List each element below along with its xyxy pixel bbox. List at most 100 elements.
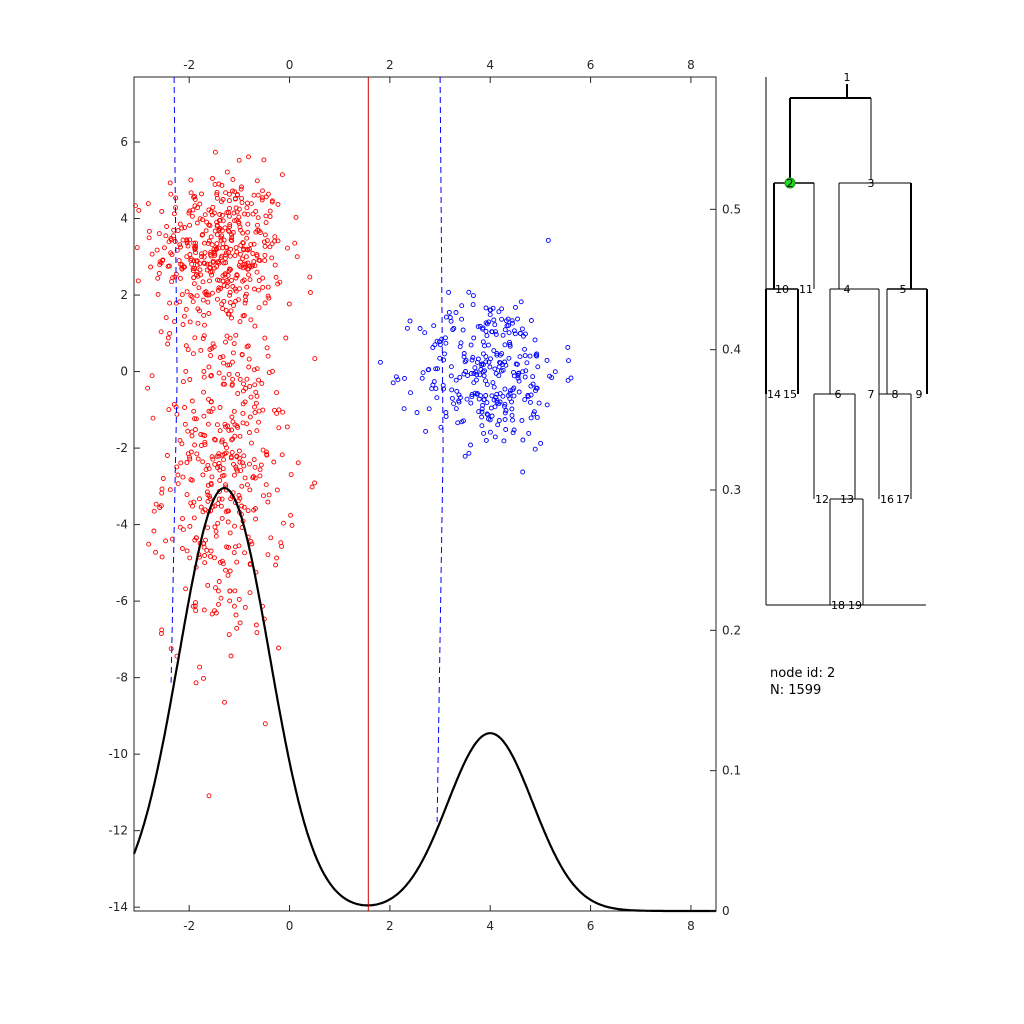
scatter-point xyxy=(510,387,516,393)
scatter-point xyxy=(200,217,205,223)
scatter-point xyxy=(565,344,571,350)
scatter-density-plot[interactable]: -2 -2 0 0 2 2 4 4 6 6 8 8 -14 -12 -10 -8 -6 -4 -2 0 2 4 6 0 0.1 0… xyxy=(108,58,741,933)
scatter-point xyxy=(220,278,226,284)
scatter-point xyxy=(212,461,218,467)
scatter-point xyxy=(204,267,210,273)
scatter-point xyxy=(136,207,142,213)
scatter-point xyxy=(267,208,273,214)
scatter-point xyxy=(293,214,299,220)
scatter-point xyxy=(167,487,173,493)
tree-node-label[interactable]: 4 xyxy=(844,283,851,296)
scatter-point xyxy=(212,251,218,257)
tree-node-label[interactable]: 2 xyxy=(787,177,794,190)
scatter-point xyxy=(223,567,228,573)
scatter-point xyxy=(197,496,202,502)
scatter-point xyxy=(215,501,221,507)
tree-node-label[interactable]: 17 xyxy=(896,493,910,506)
scatter-point xyxy=(206,238,212,244)
scatter-point xyxy=(510,430,516,436)
scatter-point xyxy=(449,395,455,401)
scatter-point xyxy=(205,462,211,468)
scatter-point xyxy=(446,289,452,295)
scatter-point xyxy=(232,253,238,258)
scatter-point xyxy=(264,238,270,244)
scatter-point xyxy=(183,368,189,374)
scatter-point xyxy=(254,366,260,372)
scatter-point xyxy=(221,260,227,266)
scatter-point xyxy=(252,475,258,481)
scatter-point xyxy=(221,360,227,366)
scatter-point xyxy=(232,189,238,195)
scatter-point xyxy=(164,224,170,229)
tree-node-label[interactable]: 8 xyxy=(892,388,899,401)
scatter-point xyxy=(159,554,165,560)
scatter-point xyxy=(260,284,266,290)
scatter-point xyxy=(240,388,246,394)
tree-node-label[interactable]: 10 xyxy=(775,283,789,296)
scatter-point xyxy=(207,261,213,267)
scatter-point xyxy=(247,414,253,420)
scatter-point xyxy=(208,353,214,359)
scatter-point xyxy=(185,243,191,249)
tree-node-label[interactable]: 1 xyxy=(844,71,851,84)
x-tick-label-bottom: 6 xyxy=(587,919,595,933)
scatter-point xyxy=(263,482,269,488)
selected-node-marker[interactable] xyxy=(784,177,796,189)
tree-node-label[interactable]: 16 xyxy=(880,493,894,506)
tree-node-label[interactable]: 19 xyxy=(848,599,862,612)
scatter-point xyxy=(160,476,166,481)
scatter-point xyxy=(163,315,169,321)
scatter-point xyxy=(223,252,229,258)
tree-node-label[interactable]: 12 xyxy=(815,493,829,506)
scatter-point xyxy=(168,250,174,256)
scatter-point xyxy=(457,395,463,401)
scatter-point xyxy=(480,326,486,332)
scatter-point xyxy=(256,419,262,425)
scatter-point xyxy=(568,375,574,381)
scatter-point xyxy=(502,342,508,348)
tree-node-label[interactable]: 18 xyxy=(831,599,845,612)
tree-node-label[interactable]: 9 xyxy=(916,388,923,401)
scatter-point xyxy=(198,432,204,437)
scatter-point xyxy=(312,356,318,362)
scatter-point xyxy=(132,203,138,209)
scatter-point xyxy=(566,358,571,364)
scatter-point xyxy=(273,274,279,280)
y-tick-label-right: 0.3 xyxy=(722,483,741,497)
scatter-point xyxy=(264,451,270,457)
scatter-point xyxy=(180,516,185,522)
scatter-point xyxy=(292,240,298,246)
scatter-point xyxy=(256,278,262,283)
tree-node-label[interactable]: 13 xyxy=(840,493,854,506)
scatter-point xyxy=(441,357,447,363)
tree-node-label[interactable]: 14 xyxy=(767,388,781,401)
tree-node-label[interactable]: 6 xyxy=(835,388,842,401)
scatter-point xyxy=(251,286,257,292)
scatter-point xyxy=(443,414,449,419)
scatter-point xyxy=(210,176,215,181)
scatter-point xyxy=(479,409,485,415)
scatter-point xyxy=(507,343,513,349)
tree-node-label[interactable]: 7 xyxy=(868,388,875,401)
scatter-point xyxy=(205,492,211,498)
scatter-point xyxy=(199,232,205,238)
scatter-point xyxy=(494,391,500,397)
y-tick-label-left: -12 xyxy=(108,824,128,838)
scatter-point xyxy=(513,361,519,367)
tree-node-label[interactable]: 3 xyxy=(868,177,875,190)
scatter-point xyxy=(228,496,234,502)
scatter-point xyxy=(166,407,172,413)
scatter-point xyxy=(225,362,231,368)
tree-node-label[interactable]: 15 xyxy=(783,388,797,401)
scatter-point xyxy=(199,254,205,259)
scatter-point xyxy=(229,235,235,241)
tree-node-label[interactable]: 11 xyxy=(799,283,813,296)
scatter-point xyxy=(419,375,425,381)
tree-node-label[interactable]: 5 xyxy=(900,283,907,296)
scatter-point xyxy=(544,357,550,363)
scatter-point xyxy=(256,408,262,414)
scatter-point xyxy=(229,315,234,321)
scatter-point xyxy=(217,212,223,217)
scatter-point xyxy=(206,408,212,414)
